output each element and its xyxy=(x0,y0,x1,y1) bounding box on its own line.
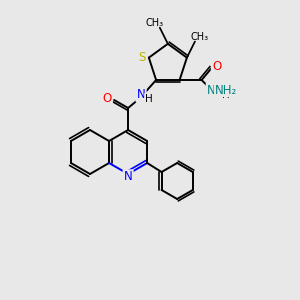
Text: N: N xyxy=(137,88,146,101)
Text: CH₃: CH₃ xyxy=(146,18,164,28)
Text: NH: NH xyxy=(207,83,224,97)
Text: O: O xyxy=(103,92,112,106)
Text: NH₂: NH₂ xyxy=(214,83,237,97)
Text: O: O xyxy=(212,59,221,73)
Text: H: H xyxy=(145,94,153,104)
Text: S: S xyxy=(138,51,146,64)
Text: N: N xyxy=(124,170,133,184)
Text: H: H xyxy=(222,90,230,100)
Text: CH₃: CH₃ xyxy=(191,32,209,41)
